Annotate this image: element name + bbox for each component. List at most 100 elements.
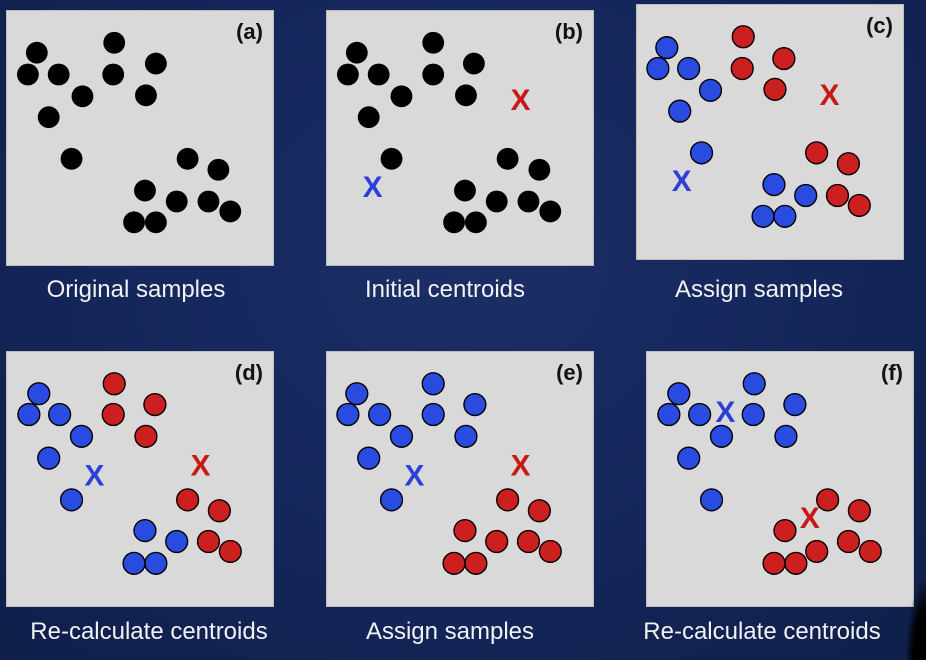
blue-sample-point: [677, 56, 701, 81]
blue-sample-point: [773, 204, 797, 228]
panel-e: X X (e): [326, 351, 594, 607]
blue-sample-point: [667, 382, 691, 406]
red-sample-point: [101, 402, 125, 427]
blue-sample-point: [709, 424, 734, 448]
blue-sample-point: [794, 183, 818, 208]
blue-centroid-marker: X: [363, 171, 383, 204]
panel-caption: Re-calculate centroids: [643, 618, 881, 645]
panel-plot: XX: [336, 372, 562, 575]
blue-sample-point: [463, 392, 487, 417]
blue-centroid-marker: X: [84, 460, 104, 493]
red-sample-point: [816, 488, 840, 512]
blue-sample-point: [357, 446, 381, 470]
red-sample-point: [176, 488, 200, 512]
red-centroid-marker: X: [511, 450, 531, 483]
black-sample-point: [422, 31, 445, 54]
blue-sample-point: [122, 551, 146, 575]
panel-plot: [16, 31, 242, 234]
red-sample-point: [847, 193, 871, 218]
red-sample-point: [218, 539, 242, 564]
black-sample-point: [357, 106, 380, 129]
black-sample-point: [37, 106, 60, 129]
black-sample-point: [528, 158, 551, 181]
corner-shadow: [906, 580, 926, 660]
blue-sample-point: [389, 424, 414, 448]
blue-sample-point: [379, 488, 404, 512]
blue-sample-point: [421, 402, 445, 427]
panel-tag: (a): [236, 19, 263, 44]
red-sample-point: [836, 529, 861, 554]
panel-c: X X (c): [636, 4, 904, 260]
black-sample-point: [390, 85, 413, 108]
black-sample-point: [25, 41, 48, 64]
red-sample-point: [464, 551, 488, 575]
red-sample-point: [442, 551, 466, 575]
black-sample-point: [443, 211, 465, 234]
panel-tag: (e): [556, 360, 583, 385]
blue-centroid-marker: X: [404, 460, 424, 493]
black-sample-point: [455, 84, 477, 107]
black-sample-point: [336, 63, 359, 86]
blue-sample-point: [751, 204, 775, 228]
red-sample-point: [496, 488, 520, 512]
red-sample-point: [731, 25, 755, 49]
red-sample-point: [134, 424, 158, 448]
blue-sample-point: [742, 372, 766, 396]
black-sample-point: [367, 63, 390, 86]
blue-sample-point: [741, 402, 765, 427]
blue-sample-point: [677, 446, 701, 470]
black-sample-point: [380, 147, 403, 170]
panel-caption: Re-calculate centroids: [30, 618, 268, 645]
blue-sample-point: [165, 529, 189, 554]
black-sample-point: [60, 147, 83, 170]
red-sample-point: [763, 77, 787, 101]
black-sample-point: [496, 147, 519, 170]
blue-sample-point: [699, 488, 724, 512]
red-sample-point: [772, 46, 796, 71]
black-sample-point: [102, 63, 125, 86]
blue-sample-point: [368, 402, 392, 427]
blue-sample-point: [48, 402, 72, 427]
red-sample-point: [847, 499, 871, 523]
blue-centroid-marker: X: [716, 396, 736, 429]
red-centroid-marker: X: [800, 502, 820, 535]
red-sample-point: [538, 539, 562, 564]
black-sample-point: [207, 158, 230, 181]
black-sample-point: [176, 147, 199, 170]
red-sample-point: [485, 529, 509, 554]
panel-b: X X (b): [326, 10, 594, 266]
red-sample-point: [773, 518, 797, 543]
black-sample-point: [47, 63, 70, 86]
blue-sample-point: [336, 402, 360, 427]
blue-sample-point: [774, 424, 798, 448]
blue-sample-point: [698, 78, 723, 102]
panel-caption: Assign samples: [365, 618, 535, 645]
blue-sample-point: [421, 372, 445, 396]
red-sample-point: [805, 539, 829, 564]
blue-sample-point: [454, 424, 478, 448]
red-sample-point: [196, 529, 221, 554]
red-sample-point: [805, 141, 829, 165]
blue-sample-point: [144, 551, 168, 575]
panel-tag: (b): [554, 19, 583, 44]
panel-tag: (f): [881, 360, 903, 385]
blue-sample-point: [668, 99, 692, 123]
blue-sample-point: [655, 36, 679, 60]
panel-plot: XX: [336, 31, 562, 234]
black-sample-point: [134, 179, 156, 202]
red-sample-point: [527, 499, 551, 523]
red-sample-point: [784, 551, 808, 575]
blue-sample-point: [688, 402, 712, 427]
black-sample-point: [219, 200, 242, 223]
panel-d: X X (d): [6, 351, 274, 607]
black-sample-point: [16, 63, 39, 86]
blue-centroid-marker: X: [672, 165, 692, 198]
blue-sample-point: [762, 172, 786, 197]
black-sample-point: [71, 85, 94, 108]
black-sample-point: [464, 211, 487, 234]
blue-sample-point: [17, 402, 41, 427]
panel-a: (a): [6, 10, 274, 266]
panel-caption: Original samples: [46, 276, 226, 303]
red-sample-point: [516, 529, 541, 554]
